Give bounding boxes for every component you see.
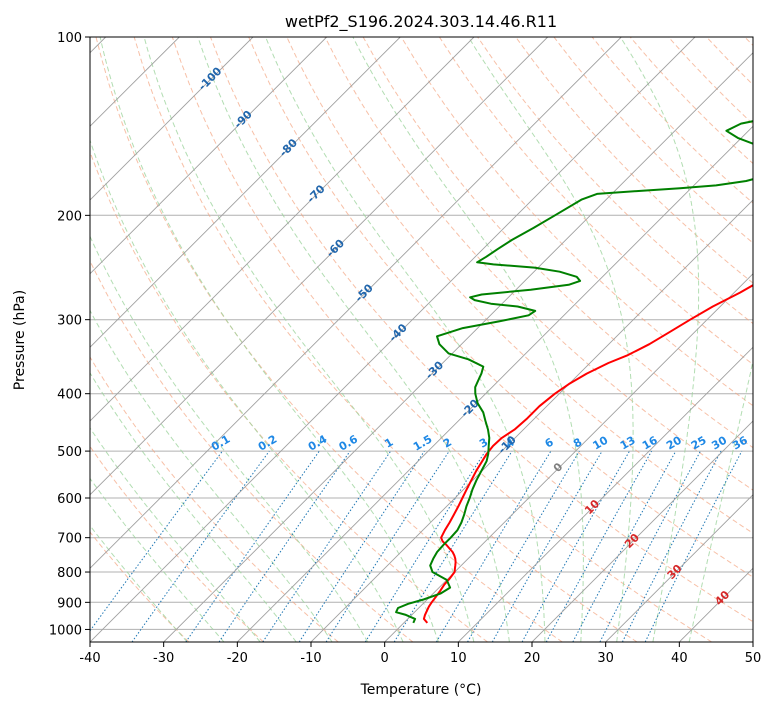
isotherm-line [90, 37, 549, 496]
isotherm-line [90, 37, 328, 275]
y-tick-label: 900 [57, 596, 82, 611]
x-tick-label: -10 [300, 651, 321, 666]
isotherm-line [605, 494, 753, 642]
mixing-ratio-line [131, 450, 270, 642]
x-tick-label: 40 [671, 651, 688, 666]
mixing-ratio-line [90, 450, 223, 632]
plot-frame [89, 36, 754, 643]
plot-area: 0.1 0.2 0.4 0.6 1 1.5 2 3 4 6 8 10 13 16 20 25 30 36-100-… [90, 37, 753, 642]
dry-adiabat-line [171, 37, 712, 642]
mixing-ratio-line [364, 450, 486, 642]
moist-adiabats [90, 37, 753, 642]
mixing-ratio-line [467, 450, 580, 642]
isotherm-line [163, 52, 753, 642]
x-tick-label: -40 [79, 651, 100, 666]
moist-adiabat-line [90, 371, 297, 642]
y-tick-label: 100 [57, 31, 82, 46]
mixing-ratio-line [262, 450, 392, 642]
y-tick-label: 300 [57, 314, 82, 329]
mixing-ratio-lines [90, 450, 743, 642]
mixing-ratio-line [545, 450, 653, 642]
isotherm-line [384, 273, 753, 642]
y-tick-label: 200 [57, 209, 82, 224]
isotherm-line [90, 37, 401, 348]
y-tick-label: 500 [57, 445, 82, 460]
mixing-ratio-line [491, 450, 603, 642]
x-tick-label: -20 [227, 651, 248, 666]
dry-adiabat-line [95, 37, 563, 642]
dry-adiabat-line [515, 37, 753, 284]
x-axis-label: Temperature (°C) [360, 682, 482, 698]
isotherm-line [310, 199, 753, 642]
mixing-ratio-line [599, 450, 701, 642]
isotherm-line [531, 420, 753, 642]
moist-adiabat-line [90, 138, 404, 642]
y-tick-label: 600 [57, 492, 82, 507]
x-tick-label: 20 [524, 651, 541, 666]
y-axis: 100 200 300 400 500 600 700 800 900 1000 [49, 31, 90, 638]
dry-adiabat-line [133, 37, 638, 642]
y-tick-label: 400 [57, 388, 82, 403]
dry-adiabat-line [438, 37, 753, 366]
mixing-ratio-line [644, 450, 743, 642]
y-axis-label: Pressure (hPa) [12, 290, 28, 390]
x-tick-label: 50 [745, 651, 762, 666]
isotherm-line [90, 37, 475, 422]
isotherm-line [90, 37, 696, 642]
skewed-isotherms [90, 37, 753, 642]
moist-adiabat-line [688, 358, 753, 642]
moist-adiabat-line [99, 37, 439, 642]
moist-adiabat-line [90, 235, 369, 642]
dry-adiabat-line [90, 445, 264, 642]
moist-adiabat-line [619, 37, 700, 642]
isotherm-line [236, 125, 753, 642]
mixing-ratio-line [325, 450, 450, 642]
mixing-ratio-line [521, 450, 630, 642]
dry-adiabat-line [210, 37, 753, 623]
mixing-ratio-line [435, 450, 552, 642]
dry-adiabat-line [248, 37, 753, 578]
profiles [395, 120, 753, 624]
dry-adiabat-line [90, 356, 339, 642]
y-tick-label: 700 [57, 532, 82, 547]
mixing-ratio-line [572, 450, 677, 642]
dry-adiabat-line [400, 37, 753, 407]
isotherm-line [457, 346, 753, 642]
dewpoint-profile-line [395, 120, 753, 624]
x-axis: -40 -30 -20 -10 0 10 20 30 40 50 [79, 642, 761, 666]
moist-adiabat-line [90, 309, 333, 642]
mixing-ratio-line [185, 450, 320, 642]
y-tick-label: 800 [57, 566, 82, 581]
pressure-grid [90, 37, 753, 630]
dry-adiabat-line [90, 531, 190, 642]
chart-title: wetPf2_S196.2024.303.14.46.R11 [285, 12, 557, 32]
moist-adiabat-line [467, 37, 634, 642]
moist-adiabat-line [265, 37, 546, 642]
y-tick-label: 1000 [49, 623, 82, 638]
dry-adiabat-line [324, 37, 753, 491]
x-tick-label: -30 [153, 651, 174, 666]
x-tick-label: 10 [450, 651, 467, 666]
moist-adiabat-line [143, 37, 475, 642]
isotherm-line [90, 37, 254, 201]
isotherm-line [90, 37, 622, 569]
temperature-profile-line [422, 284, 753, 624]
moist-adiabat-line [197, 37, 510, 642]
x-tick-label: 30 [597, 651, 614, 666]
x-tick-label: 0 [381, 651, 389, 666]
mixing-ratio-line [621, 450, 722, 642]
